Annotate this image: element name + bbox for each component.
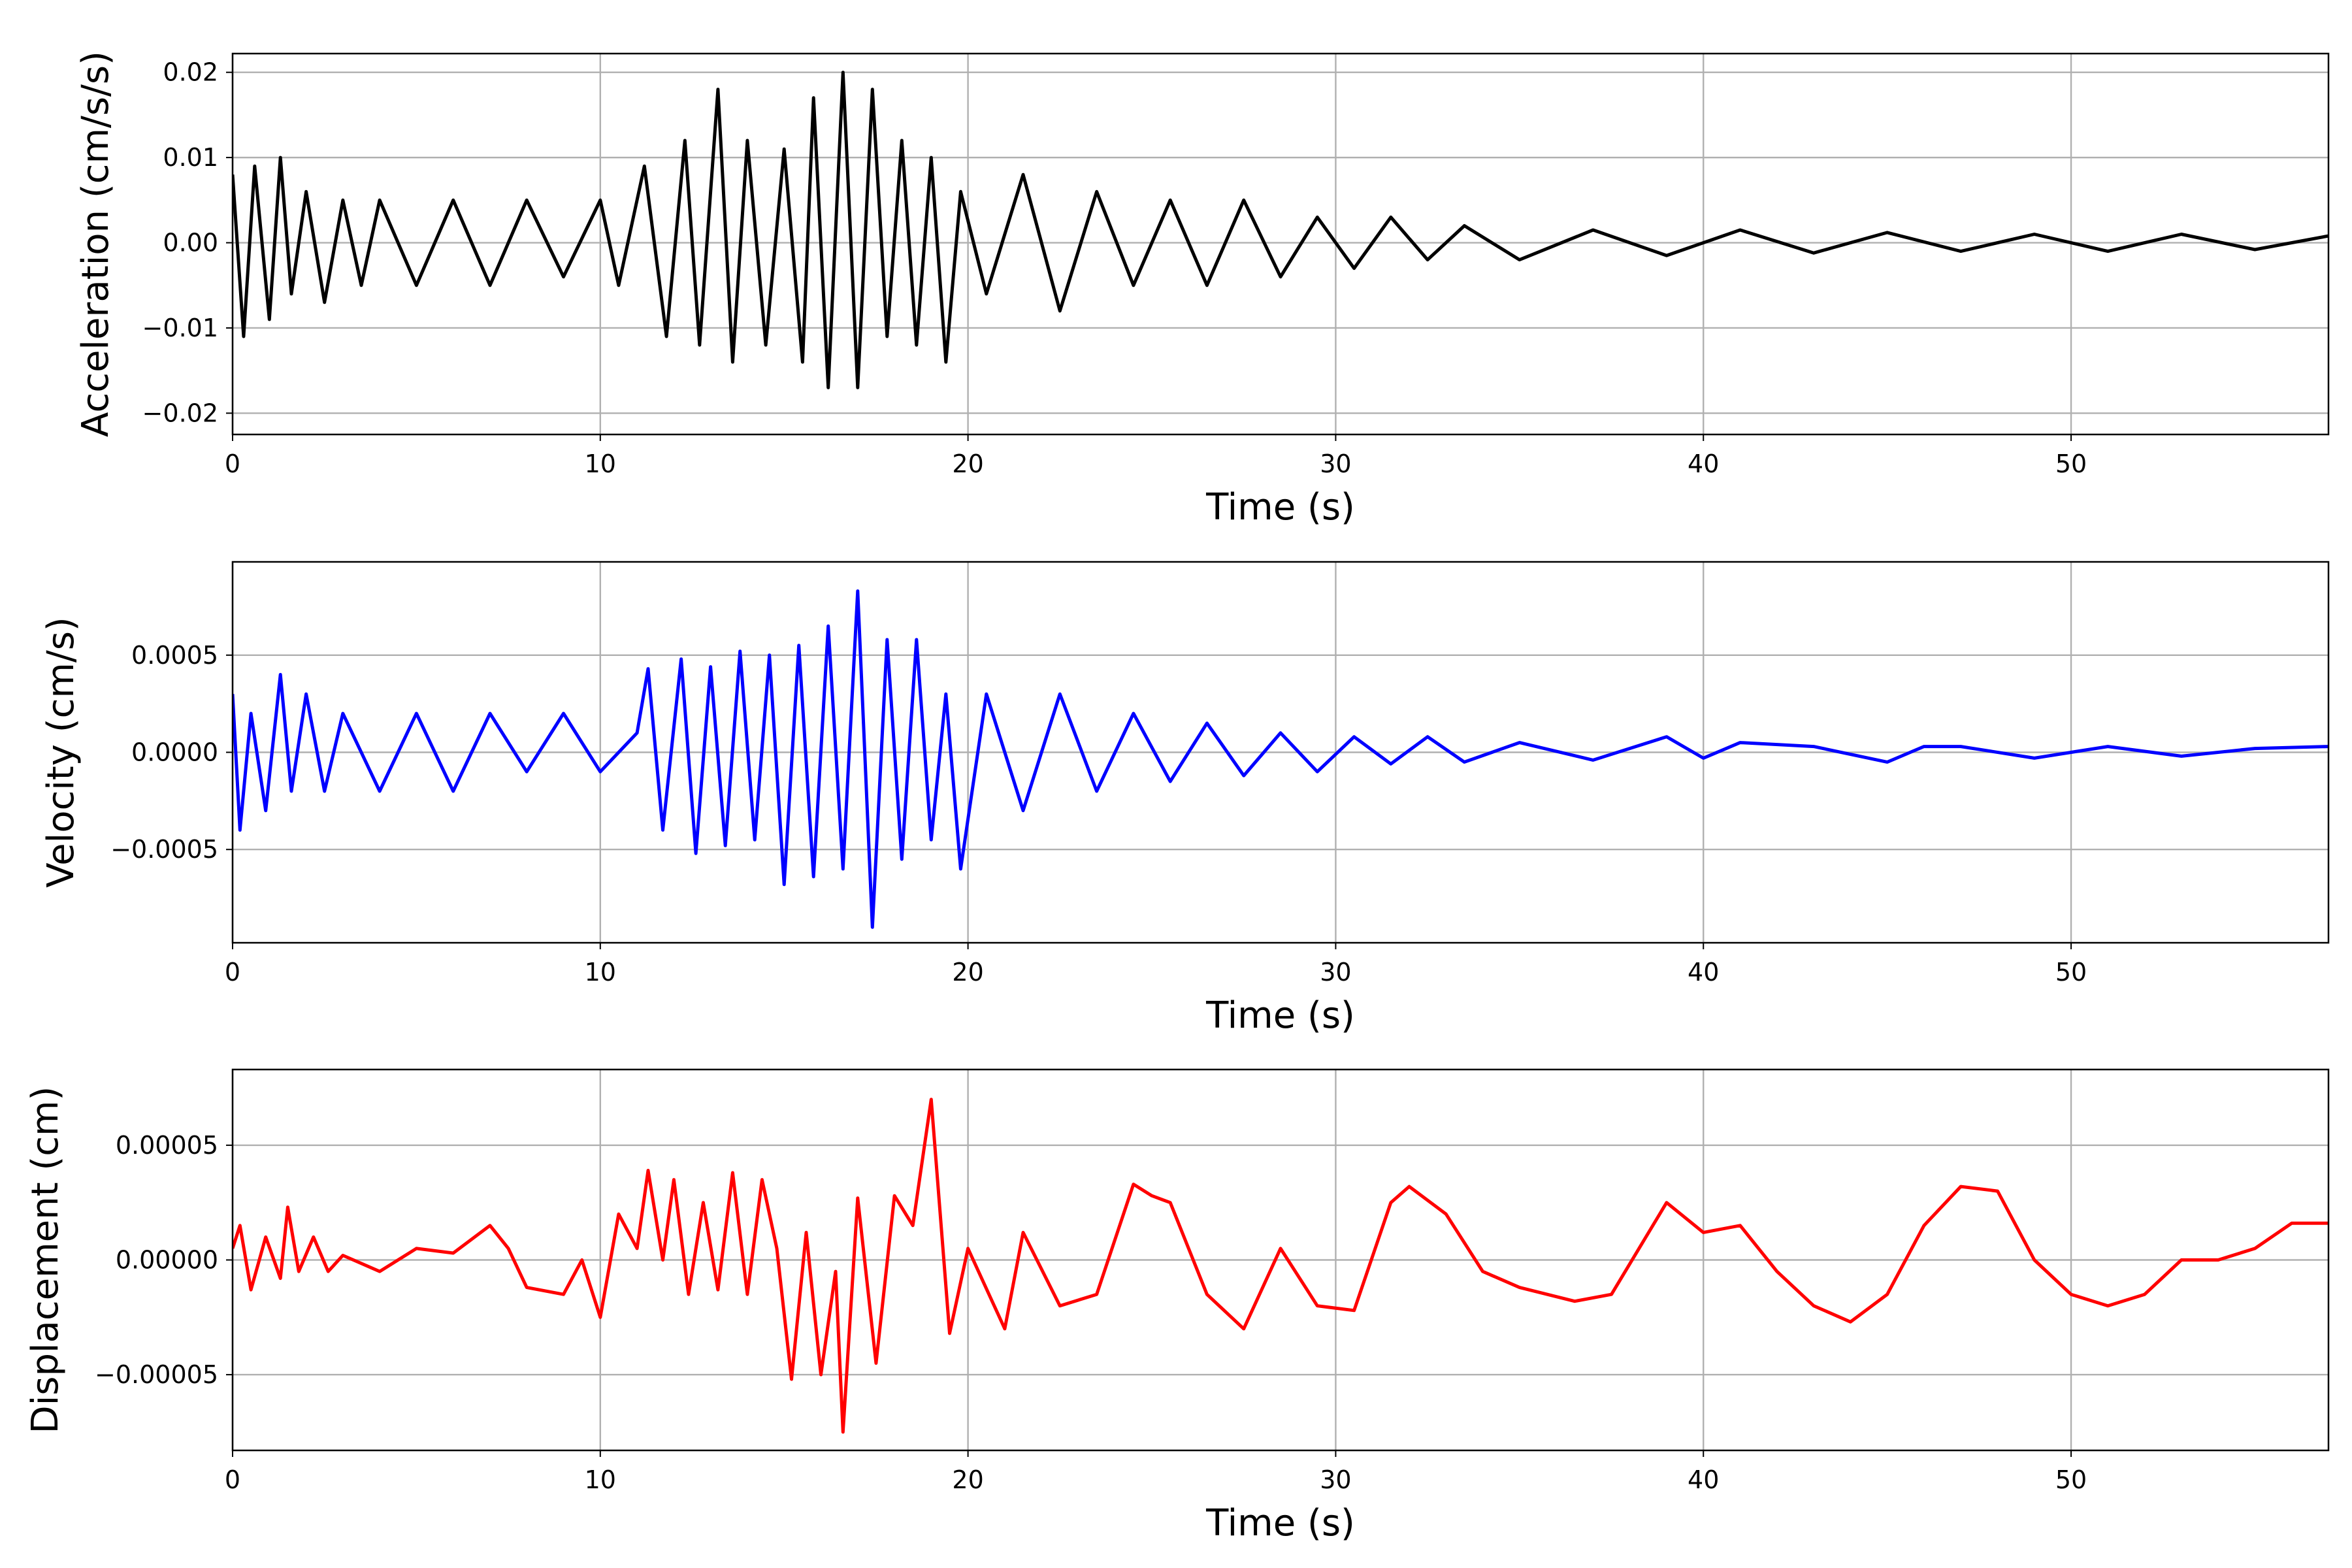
acceleration-xtick-label-0: 0 — [225, 449, 240, 478]
displacement-xtick-label-5: 50 — [2055, 1465, 2087, 1494]
acceleration-xtick-label-3: 30 — [1320, 449, 1351, 478]
acceleration-ytick-label-0: −0.02 — [142, 399, 218, 427]
velocity-ytick-label-0: −0.0005 — [110, 835, 218, 864]
displacement-ytick-label-1: 0.00000 — [116, 1246, 218, 1275]
velocity-ytick-label-2: 0.0005 — [131, 641, 218, 670]
velocity-series-line — [233, 589, 2328, 929]
velocity-xtick-label-1: 10 — [585, 958, 616, 987]
acceleration-xtick-label-2: 20 — [952, 449, 983, 478]
displacement-yaxis-label: Displacement (cm) — [24, 1086, 67, 1434]
velocity-xtick-label-3: 30 — [1320, 958, 1351, 987]
acceleration-axes-frame — [231, 52, 2330, 436]
displacement-ytick-label-0: −0.00005 — [95, 1360, 218, 1389]
acceleration-ytick-label-3: 0.01 — [163, 143, 218, 172]
velocity-ytick-label-1: 0.0000 — [131, 738, 218, 767]
acceleration-xtick-label-5: 50 — [2055, 449, 2087, 478]
velocity-panel: 0 10 20 30 40 50 −0.0005 0.0000 0.0005 Time (s) Ve… — [40, 561, 2330, 1037]
displacement-xtick-label-0: 0 — [225, 1465, 240, 1494]
displacement-ytick-label-2: 0.00005 — [116, 1131, 218, 1160]
displacement-panel: 0 10 20 30 40 50 −0.00005 0.00000 0.00005 Time (s… — [24, 1068, 2330, 1544]
displacement-xtick-label-1: 10 — [585, 1465, 616, 1494]
displacement-series-line — [233, 1098, 2328, 1434]
acceleration-xaxis-label: Time (s) — [1205, 486, 1355, 529]
velocity-xtick-label-5: 50 — [2055, 958, 2087, 987]
acceleration-xtick-label-4: 40 — [1688, 449, 1719, 478]
displacement-xtick-label-3: 30 — [1320, 1465, 1351, 1494]
displacement-xtick-label-2: 20 — [952, 1465, 983, 1494]
acceleration-yaxis-label: Acceleration (cm/s/s) — [74, 51, 117, 437]
acceleration-series-line — [233, 71, 2328, 389]
displacement-xtick-label-4: 40 — [1688, 1465, 1719, 1494]
acceleration-ytick-label-1: −0.01 — [142, 314, 218, 342]
velocity-yaxis-label: Velocity (cm/s) — [40, 617, 82, 888]
velocity-xtick-label-0: 0 — [225, 958, 240, 987]
velocity-xtick-label-2: 20 — [952, 958, 983, 987]
acceleration-ytick-label-2: 0.00 — [163, 229, 218, 257]
displacement-xaxis-label: Time (s) — [1205, 1502, 1355, 1544]
acceleration-ytick-label-4: 0.02 — [163, 58, 218, 87]
velocity-xaxis-label: Time (s) — [1205, 994, 1355, 1037]
acceleration-panel: 0 10 20 30 40 50 −0.02 −0.01 0.00 0.01 0.02 Time (s… — [74, 51, 2330, 529]
velocity-xtick-label-4: 40 — [1688, 958, 1719, 987]
acceleration-xtick-label-1: 10 — [585, 449, 616, 478]
